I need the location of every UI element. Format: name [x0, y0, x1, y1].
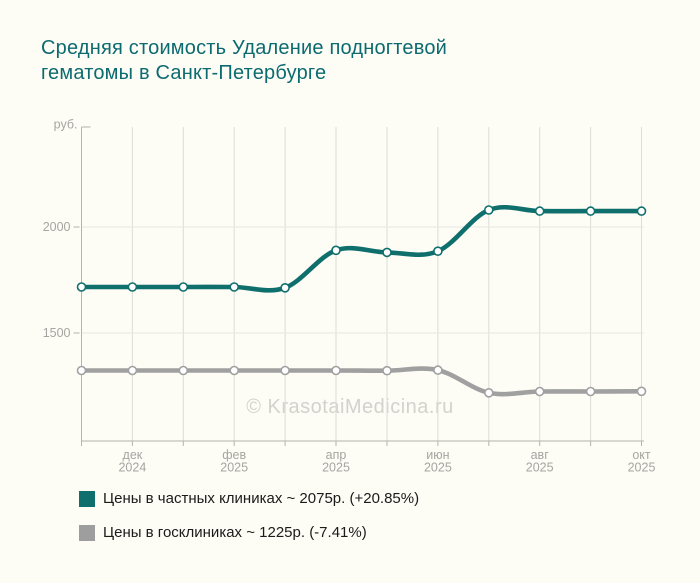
data-point-state-clinics[interactable]: [280, 365, 290, 376]
data-point-private-clinics[interactable]: [382, 247, 392, 258]
data-point-private-clinics[interactable]: [331, 245, 341, 256]
x-axis-label-month: дек: [123, 448, 143, 462]
data-point-private-clinics[interactable]: [433, 246, 443, 256]
x-axis-label-year: 2025: [322, 461, 350, 475]
data-point-private-clinics[interactable]: [534, 206, 545, 216]
y-axis-unit-label: руб.: [54, 118, 78, 132]
y-axis-tick-label: 1500: [43, 326, 71, 340]
x-axis-label-month: окт: [632, 448, 651, 462]
x-axis-label-month: авг: [531, 448, 550, 462]
data-point-state-clinics[interactable]: [76, 365, 87, 376]
x-axis-label-year: 2025: [424, 461, 452, 475]
y-axis-tick-label: 2000: [43, 220, 71, 234]
x-axis-label-year: 2025: [220, 461, 248, 475]
axis-lines: [81, 127, 644, 442]
data-point-private-clinics[interactable]: [229, 282, 239, 292]
legend-swatch-private-clinics: [79, 491, 95, 507]
data-point-state-clinics[interactable]: [636, 386, 647, 397]
legend-item-private-clinics[interactable]: Цены в частных клиниках ~ 2075р. (+20.85…: [79, 491, 419, 507]
chart-title-line1: Средняя стоимость Удаление подногтевой: [41, 37, 448, 59]
series-line-state-clinics: [79, 366, 644, 397]
series-line-private-clinics: [79, 205, 644, 293]
data-point-private-clinics[interactable]: [76, 282, 87, 292]
legend-item-state-clinics[interactable]: Цены в госклиниках ~ 1225р. (-7.41%): [79, 525, 419, 541]
data-point-state-clinics[interactable]: [178, 365, 189, 376]
data-point-state-clinics[interactable]: [433, 365, 443, 375]
data-point-state-clinics[interactable]: [585, 386, 596, 397]
data-point-state-clinics[interactable]: [382, 365, 392, 376]
data-point-private-clinics[interactable]: [636, 206, 647, 216]
chart-title-line2: гематомы в Санкт-Петербурге: [41, 62, 327, 84]
x-axis-label-month: апр: [326, 448, 347, 462]
x-axis-label-month: фев: [222, 448, 246, 462]
data-point-state-clinics[interactable]: [229, 365, 239, 376]
x-axis-label-year: 2024: [118, 461, 146, 475]
data-point-private-clinics[interactable]: [280, 282, 290, 293]
legend-swatch-state-clinics: [79, 525, 95, 541]
data-point-private-clinics[interactable]: [127, 282, 138, 292]
watermark: © KrasotaiMedicina.ru: [246, 396, 454, 418]
data-point-private-clinics[interactable]: [178, 282, 189, 292]
x-axis-label-year: 2025: [526, 461, 554, 475]
data-point-state-clinics[interactable]: [534, 386, 545, 397]
chart-title: Средняя стоимость Удаление подногтевой г…: [41, 36, 447, 86]
data-point-private-clinics[interactable]: [585, 206, 596, 216]
data-point-state-clinics[interactable]: [483, 387, 494, 398]
legend-label-private-clinics: Цены в частных клиниках ~ 2075р. (+20.85…: [103, 490, 420, 507]
data-point-state-clinics[interactable]: [127, 365, 138, 376]
chart-legend: Цены в частных клиниках ~ 2075р. (+20.85…: [79, 491, 419, 541]
x-axis-label-year: 2025: [628, 461, 656, 475]
data-point-private-clinics[interactable]: [483, 205, 494, 215]
x-axis-label-month: июн: [426, 448, 449, 462]
legend-label-state-clinics: Цены в госклиниках ~ 1225р. (-7.41%): [103, 524, 367, 541]
data-point-state-clinics[interactable]: [331, 365, 341, 376]
